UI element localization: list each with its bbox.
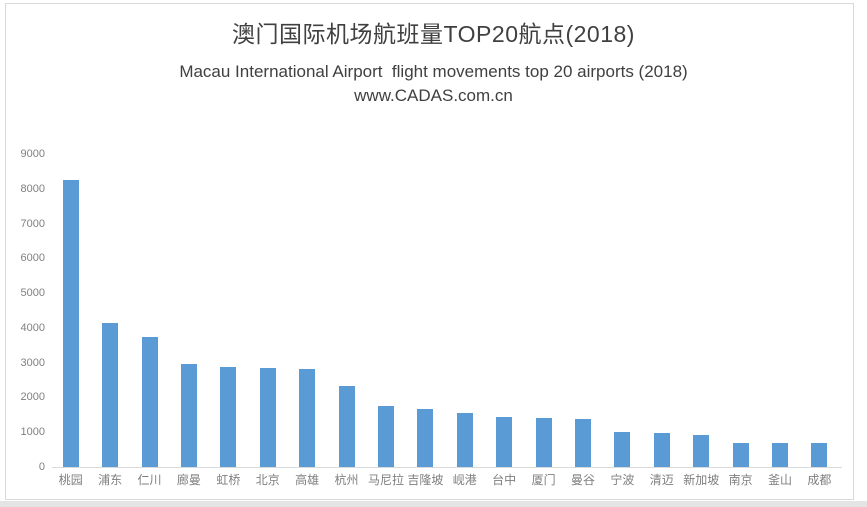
x-tick-label: 曼谷 [570,473,595,487]
bar [299,368,316,467]
bar [456,413,473,467]
x-tick-label: 台中 [492,473,517,487]
x-tick-label: 宁波 [610,473,635,487]
y-tick-label: 1000 [20,426,45,439]
bar [535,418,552,467]
x-tick-label: 仁川 [137,473,162,487]
x-tick-label: 马尼拉 [367,473,404,487]
y-tick-label: 6000 [20,252,45,265]
x-tick-label: 釜山 [768,473,793,487]
bar-slot [563,154,602,467]
watermark-url: www.CADAS.com.cn [354,86,513,105]
bar [377,405,394,467]
bar [259,367,276,467]
bar-slot [90,154,129,467]
bar [574,418,591,467]
y-tick-label: 8000 [20,182,45,195]
x-tick-label: 北京 [255,473,280,487]
bar [772,443,789,467]
y-axis: 0 1000 2000 3000 4000 5000 6000 7000 8000 9000 [0,148,45,473]
bar-slot [603,154,642,467]
x-tick-label: 桃园 [58,473,83,487]
x-tick-label: 杭州 [334,473,359,487]
chart-subtitle: Macau International Airport flight movem… [179,62,688,81]
bar [220,366,237,467]
bar [614,431,631,467]
bar-slot [287,154,326,467]
bar-slot [524,154,563,467]
bar-slot [800,154,839,467]
x-axis-labels: 桃园 浦东 仁川 廊曼 虹桥 北京 高雄 杭州 马尼拉 吉隆坡 岘港 台中 厦门 曼谷 宁波 清迈 新加坡 南京 釜… [51,473,839,488]
y-tick-label: 3000 [20,356,45,369]
bar-slot [130,154,169,467]
bar [180,363,197,467]
bar [62,179,79,467]
bar-slot [248,154,287,467]
bar-slot [209,154,248,467]
y-tick-label: 7000 [20,217,45,230]
bar-slot [721,154,760,467]
x-tick-label: 厦门 [531,473,556,487]
x-tick-label: 吉隆坡 [407,473,444,487]
x-tick-label: 高雄 [295,473,320,487]
bar-slot [682,154,721,467]
x-tick-label: 岘港 [452,473,477,487]
bar-slot [760,154,799,467]
bar-slot [642,154,681,467]
bar-slot [445,154,484,467]
x-tick-label: 浦东 [98,473,123,487]
y-tick-label: 2000 [20,391,45,404]
x-tick-label: 新加坡 [683,473,720,487]
y-tick-label: 0 [38,461,45,473]
bar [732,442,749,467]
bar-slot [169,154,208,467]
y-tick-label: 4000 [20,321,45,334]
x-tick-label: 南京 [728,473,753,487]
bar [417,408,434,467]
bar-slot [51,154,90,467]
x-tick-label: 成都 [807,473,832,487]
plot-area [51,154,839,467]
bar-slot [406,154,445,467]
x-tick-label: 廊曼 [176,473,201,487]
bar [653,432,670,467]
chart-title: 澳门国际机场航班量TOP20航点(2018) [232,21,635,47]
bar [338,385,355,467]
bar [141,336,158,467]
bar [496,417,513,467]
y-tick-label: 9000 [20,148,45,160]
bar [693,435,710,467]
y-tick-label: 5000 [20,287,45,300]
bar [811,443,828,467]
x-tick-label: 清迈 [649,473,674,487]
bar-slot [327,154,366,467]
page-bottom-strip [0,501,867,507]
x-tick-label: 虹桥 [216,473,241,487]
bar [102,322,119,467]
x-axis-line [52,467,842,468]
bar-slot [366,154,405,467]
bar-slot [484,154,523,467]
